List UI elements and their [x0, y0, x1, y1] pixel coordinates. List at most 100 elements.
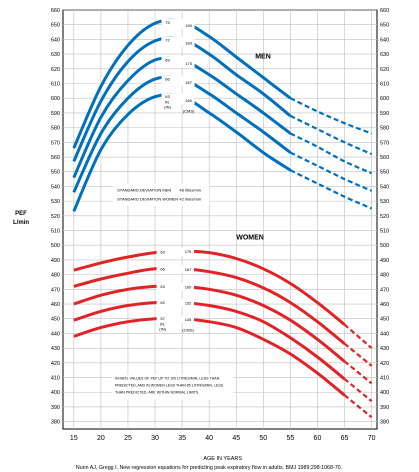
women-height-in-label: 57 [160, 316, 165, 321]
y-tick-label: 630 [51, 52, 60, 58]
y-tick-label: 640 [380, 37, 389, 43]
y-tick-label: 610 [51, 82, 60, 88]
women-height-in-label: 69 [160, 250, 165, 255]
y-tick-label: 600 [380, 96, 389, 102]
men-height-in-label: 69 [165, 57, 170, 62]
height-unit-label: IN. [165, 100, 170, 105]
y-tick-label: 540 [380, 184, 389, 190]
label-gap [161, 93, 195, 105]
height-unit-label: IN. [160, 322, 165, 327]
y-tick-label: 650 [380, 23, 389, 29]
men-curve-extrapolated-75in [289, 97, 372, 135]
y-tick-label: 450 [51, 317, 60, 323]
y-tick-label: 620 [380, 67, 389, 73]
y-axis-left: 380 390 400 410 420 430 440 450 460 470 480 490 500 5… [51, 8, 60, 426]
sd-women-text: STANDARD DEVIATION WOMEN [117, 196, 178, 201]
x-tick-label: 40 [205, 435, 213, 442]
height-unit-label: (IN) [159, 327, 166, 332]
women-curve-extrapolated-63in [343, 360, 373, 385]
y-tick-label: 570 [51, 140, 60, 146]
y-axis-right: 380 390 400 410 420 430 440 450 460 470 480 490 500 5… [380, 8, 389, 426]
label-gap [156, 247, 195, 256]
x-axis-title: AGE IN YEARS [203, 456, 242, 462]
sd-men-value: 48 litres/min [179, 188, 201, 193]
y-tick-label: 410 [51, 376, 60, 382]
sd-men-text: STANDARD DEVIATION MEN [117, 188, 171, 193]
women-label: WOMEN [236, 234, 264, 241]
y-tick-label: 490 [51, 258, 60, 264]
y-tick-label: 430 [380, 346, 389, 352]
women-curve-69in [73, 249, 346, 326]
height-unit-label: (IN) [164, 105, 171, 110]
note-background [111, 374, 234, 400]
women-height-in-label: 66 [160, 266, 165, 271]
y-tick-label: 610 [380, 82, 389, 88]
men-height-in-label: 72 [165, 38, 170, 43]
women-height-in-label: 60 [160, 300, 165, 305]
y-tick-label: 520 [380, 214, 389, 220]
y-tick-label: 390 [51, 405, 60, 411]
label-gap [161, 19, 195, 29]
y-tick-label: 420 [51, 361, 60, 367]
women-curve-extrapolated-66in [343, 342, 373, 367]
y-tick-label: 510 [380, 229, 389, 235]
men-height-cm-label: 167 [185, 80, 192, 85]
men-label: MEN [255, 54, 271, 61]
y-tick-label: 630 [380, 52, 389, 58]
y-tick-label: 660 [51, 8, 60, 14]
height-unit-label: (CMS) [183, 109, 195, 114]
y-tick-label: 520 [51, 214, 60, 220]
men-height-in-label: 66 [165, 77, 170, 82]
y-tick-label: 510 [51, 229, 60, 235]
y-tick-label: 410 [380, 376, 389, 382]
y-tick-label: 450 [380, 317, 389, 323]
y-tick-label: 390 [380, 405, 389, 411]
women-height-cm-label: 152 [185, 301, 192, 306]
label-gap [156, 265, 195, 273]
y-tick-label: 560 [380, 155, 389, 161]
y-tick-label: 460 [380, 302, 389, 308]
men-series-group: 75 190 72 183 69 175 66 167 63 160 IN.(IN) (CMS) [72, 18, 373, 213]
x-tick-label: 65 [341, 435, 349, 442]
y-tick-label: 480 [51, 273, 60, 279]
x-tick-label: 45 [232, 435, 240, 442]
y-tick-label: 380 [51, 420, 60, 426]
women-curve-66in [73, 266, 346, 345]
y-tick-label: 590 [51, 111, 60, 117]
y-tick-label: 560 [51, 155, 60, 161]
label-gap [161, 56, 195, 68]
y-tick-label: 620 [51, 67, 60, 73]
y-tick-label: 570 [380, 140, 389, 146]
label-gap [156, 315, 195, 323]
y-tick-label: 480 [380, 273, 389, 279]
y-tick-label: 580 [51, 126, 60, 132]
y-tick-label: 530 [380, 199, 389, 205]
x-tick-label: 60 [314, 435, 322, 442]
note-line: PREDICTED, AND IN WOMEN LESS THAN 85 LIT… [115, 384, 224, 388]
normal-limits-note: IN MEN, VALUES OF PEF UP TO 100 LITRES/M… [111, 374, 234, 400]
y-tick-label: 380 [380, 420, 389, 426]
women-height-cm-label: 175 [185, 249, 192, 254]
men-curve-extrapolated-72in [289, 114, 373, 156]
y-tick-label: 640 [51, 37, 60, 43]
men-curve-extrapolated-63in [289, 169, 373, 210]
label-gap [161, 36, 195, 47]
men-height-in-label: 63 [165, 94, 170, 99]
y-tick-label: 660 [380, 8, 389, 14]
y-tick-label: 470 [380, 287, 389, 293]
x-tick-label: 70 [368, 435, 376, 442]
y-tick-label: 500 [51, 243, 60, 249]
note-line: IN MEN, VALUES OF PEF UP TO 100 LITRES/M… [115, 377, 220, 381]
label-gap [156, 299, 195, 307]
standard-deviation-box: STANDARD DEVIATION MEN 48 litres/min STA… [112, 183, 210, 206]
y-tick-label: 600 [51, 96, 60, 102]
x-tick-label: 20 [97, 435, 105, 442]
x-tick-label: 25 [124, 435, 132, 442]
women-curve-extrapolated-57in [343, 394, 373, 419]
women-curve-60in [73, 300, 346, 381]
y-tick-label: 490 [380, 258, 389, 264]
y-tick-label: 530 [51, 199, 60, 205]
men-height-in-label: 75 [165, 20, 170, 25]
